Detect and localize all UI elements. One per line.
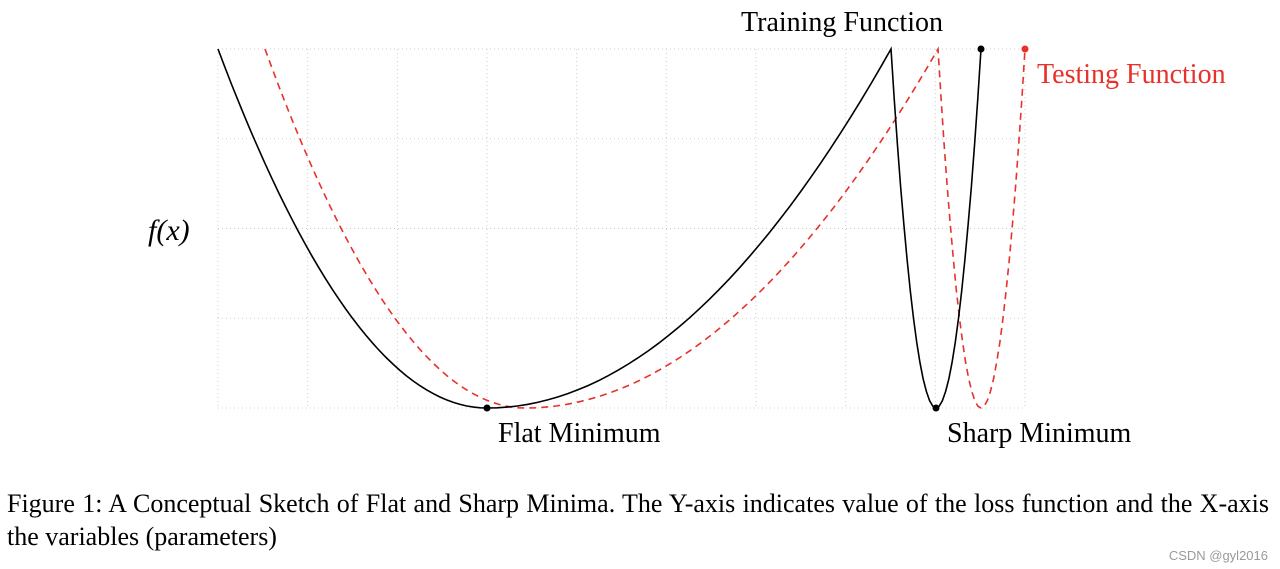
sharp-minimum-label: Sharp Minimum bbox=[947, 418, 1132, 449]
legend-testing-function: Testing Function bbox=[1037, 59, 1226, 90]
figure-caption: Figure 1: A Conceptual Sketch of Flat an… bbox=[7, 489, 1269, 551]
y-axis-label: f(x) bbox=[148, 214, 190, 247]
testing-end-point bbox=[1021, 45, 1029, 53]
flat-minimum-label: Flat Minimum bbox=[498, 418, 661, 449]
flat-minimum-point bbox=[483, 404, 491, 412]
sharp-minimum-point bbox=[932, 404, 940, 412]
training-end-point bbox=[977, 45, 985, 53]
training-function-curve bbox=[217, 46, 982, 409]
chart: f(x) Training Function Testing Function … bbox=[148, 7, 1226, 449]
curve-markers bbox=[483, 45, 1029, 412]
watermark: CSDN @gyl2016 bbox=[1168, 548, 1268, 563]
testing-function-curve bbox=[264, 46, 1026, 409]
legend-training-function: Training Function bbox=[741, 7, 943, 38]
